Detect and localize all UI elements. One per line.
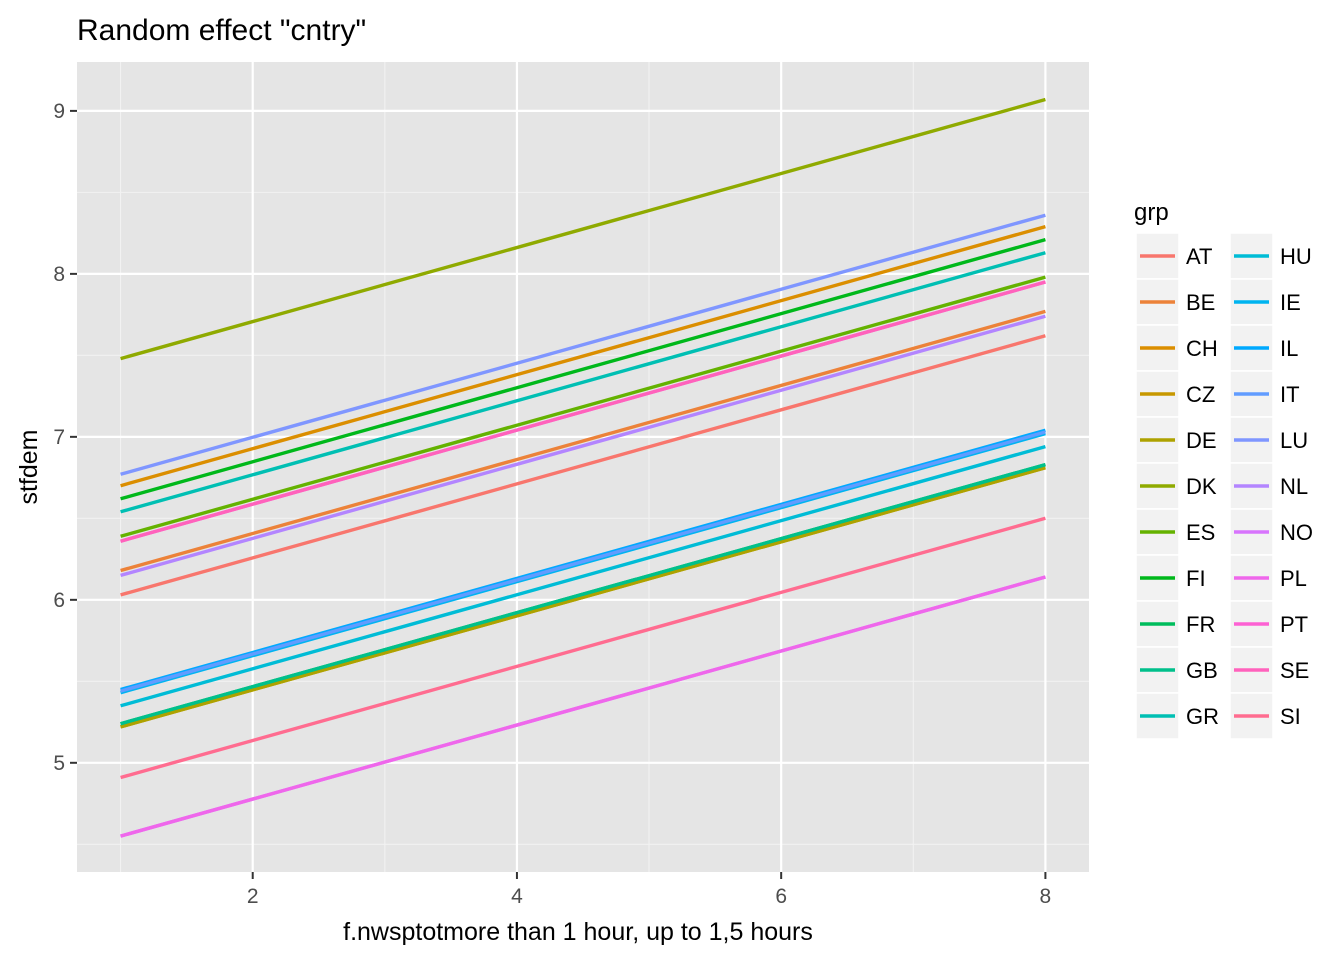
y-tick-label: 8 <box>53 263 65 286</box>
legend-label: PT <box>1280 612 1308 637</box>
y-tick-label: 5 <box>53 752 65 775</box>
legend-item-cz: CZ <box>1135 370 1215 418</box>
legend-label: BE <box>1186 290 1215 315</box>
legend-title: grp <box>1134 199 1169 226</box>
grid-major <box>77 62 1089 872</box>
y-axis: 5 6 7 8 9 <box>53 100 77 775</box>
legend-label: IT <box>1280 382 1300 407</box>
legend-item-se: SE <box>1229 646 1309 694</box>
series-line-si <box>120 516 1046 780</box>
legend-item-fi: FI <box>1135 554 1206 602</box>
series-line-gb <box>120 462 1046 726</box>
legend-item-dk: DK <box>1135 462 1217 510</box>
legend-item-no: NO <box>1229 508 1313 556</box>
series-line-lu <box>120 213 1046 476</box>
legend-item-fr: FR <box>1135 600 1215 648</box>
legend-item-at: AT <box>1135 232 1212 280</box>
x-tick-label: 8 <box>1040 885 1052 908</box>
legend-item-pt: PT <box>1229 600 1308 648</box>
legend-label: GR <box>1186 704 1219 729</box>
legend-label: AT <box>1186 244 1212 269</box>
series-line-be <box>120 309 1046 573</box>
legend-item-il: IL <box>1229 324 1298 372</box>
legend-label: DK <box>1186 474 1217 499</box>
legend-item-lu: LU <box>1229 416 1308 464</box>
legend-item-es: ES <box>1135 508 1215 556</box>
x-tick-label: 4 <box>511 885 523 908</box>
legend-label: ES <box>1186 520 1215 545</box>
series-line-fi <box>120 237 1046 501</box>
legend-label: IE <box>1280 290 1301 315</box>
legend-item-pl: PL <box>1229 554 1307 602</box>
legend-label: GB <box>1186 658 1218 683</box>
series-line-pl <box>120 575 1046 838</box>
legend-item-it: IT <box>1229 370 1300 418</box>
series-line-it <box>120 430 1046 693</box>
legend-item-hu: HU <box>1229 232 1312 280</box>
chart-title: Random effect "cntry" <box>77 14 366 47</box>
legend: grp AT BE CH CZ DE DK ES FI FR GB GR HU IE IL IT LU NL NO… <box>1134 199 1313 740</box>
legend-label: FI <box>1186 566 1206 591</box>
series-line-hu <box>120 444 1046 708</box>
series-lines <box>120 97 1046 838</box>
x-tick-label: 2 <box>247 885 259 908</box>
series-line-ch <box>120 224 1046 488</box>
legend-label: CH <box>1186 336 1218 361</box>
legend-items: AT BE CH CZ DE DK ES FI FR GB GR HU IE IL IT LU NL NO PL PT… <box>1135 232 1313 740</box>
legend-item-de: DE <box>1135 416 1217 464</box>
legend-label: DE <box>1186 428 1217 453</box>
legend-item-be: BE <box>1135 278 1215 326</box>
legend-label: NL <box>1280 474 1308 499</box>
y-tick-label: 9 <box>53 100 65 123</box>
series-line-es <box>120 275 1046 538</box>
series-line-dk <box>120 97 1046 361</box>
legend-item-gb: GB <box>1135 646 1218 694</box>
y-tick-label: 6 <box>53 589 65 612</box>
x-axis-label: f.nwsptotmore than 1 hour, up to 1,5 hou… <box>343 918 813 946</box>
legend-label: IL <box>1280 336 1298 361</box>
legend-item-ie: IE <box>1229 278 1301 326</box>
legend-label: PL <box>1280 566 1307 591</box>
series-line-gr <box>120 251 1046 514</box>
series-line-nl <box>120 314 1046 578</box>
legend-label: NO <box>1280 520 1313 545</box>
legend-label: SI <box>1280 704 1301 729</box>
legend-item-ch: CH <box>1135 324 1218 372</box>
legend-item-nl: NL <box>1229 462 1308 510</box>
legend-label: FR <box>1186 612 1215 637</box>
legend-label: HU <box>1280 244 1312 269</box>
x-axis: 2 4 6 8 <box>247 872 1051 908</box>
series-line-at <box>120 334 1046 597</box>
legend-label: SE <box>1280 658 1309 683</box>
legend-label: CZ <box>1186 382 1215 407</box>
legend-item-si: SI <box>1229 692 1301 740</box>
series-line-se <box>120 280 1046 543</box>
x-tick-label: 6 <box>775 885 787 908</box>
y-axis-label: stfdem <box>15 429 43 504</box>
legend-label: LU <box>1280 428 1308 453</box>
series-line-de <box>120 466 1046 729</box>
y-tick-label: 7 <box>53 426 65 449</box>
legend-item-gr: GR <box>1135 692 1219 740</box>
